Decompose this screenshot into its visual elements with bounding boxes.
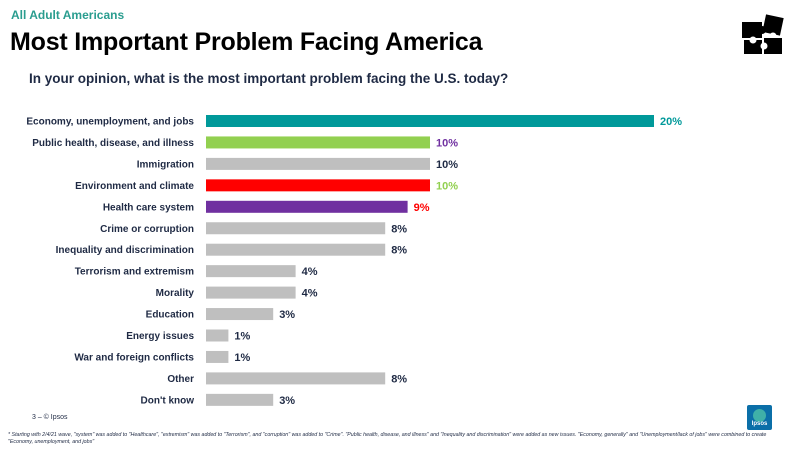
value-label: 10%	[436, 159, 458, 171]
value-label: 3%	[279, 395, 295, 407]
bar	[206, 393, 274, 406]
bar	[206, 329, 229, 342]
logo-circle	[753, 409, 766, 422]
question-text: In your opinion, what is the most import…	[29, 71, 509, 86]
footnote: * Starting with 2/4/21 wave, "system" wa…	[8, 432, 767, 446]
value-label: 3%	[279, 309, 295, 321]
category-label: Don't know	[141, 395, 195, 406]
value-label: 4%	[302, 288, 318, 300]
category-label: Crime or corruption	[100, 224, 194, 235]
category-label: Other	[167, 374, 194, 385]
bar	[206, 115, 654, 127]
value-label: 9%	[414, 202, 430, 214]
logo-text: Ipsos	[751, 421, 768, 427]
category-label: Terrorism and extremism	[75, 267, 194, 278]
value-label: 4%	[302, 266, 318, 278]
category-label: Economy, unemployment, and jobs	[26, 117, 194, 128]
category-label: Energy issues	[126, 331, 194, 342]
bar	[206, 243, 386, 256]
value-label: 1%	[234, 331, 250, 343]
category-label: Public health, disease, and illness	[32, 138, 194, 149]
page-title: Most Important Problem Facing America	[10, 28, 483, 56]
audience-label: All Adult Americans	[11, 8, 125, 22]
bar	[206, 308, 274, 321]
bar	[206, 200, 408, 213]
category-label: Inequality and discrimination	[56, 245, 194, 256]
bar	[206, 136, 430, 149]
value-label: 8%	[391, 373, 407, 385]
bar	[206, 350, 229, 363]
category-label: Immigration	[137, 159, 194, 170]
bar	[206, 157, 430, 170]
category-label: Education	[146, 310, 194, 321]
value-label: 8%	[391, 223, 407, 235]
bar	[206, 372, 386, 385]
ipsos-logo-icon: Ipsos	[747, 405, 772, 430]
bar	[206, 265, 296, 278]
value-label: 1%	[234, 352, 250, 364]
page-marker: 3 – © Ipsos	[32, 414, 68, 421]
bar	[206, 222, 386, 235]
value-label: 20%	[660, 116, 682, 128]
value-label: 10%	[436, 137, 458, 149]
category-label: Morality	[156, 288, 195, 299]
category-label: Health care system	[103, 202, 194, 213]
category-label: Environment and climate	[75, 181, 194, 192]
bar	[206, 286, 296, 299]
puzzle-pieces-icon	[742, 14, 784, 54]
category-label: War and foreign conflicts	[74, 352, 194, 363]
bar	[206, 179, 430, 192]
value-label: 8%	[391, 245, 407, 257]
value-label: 10%	[436, 180, 458, 192]
